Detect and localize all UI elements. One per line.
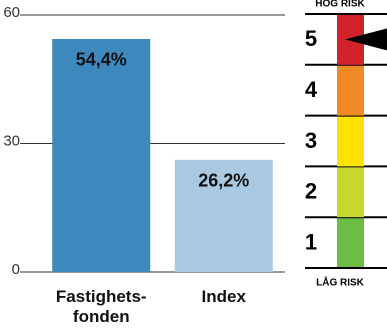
y-tick-label: 60 bbox=[3, 4, 20, 21]
y-tick-label: 0 bbox=[12, 261, 20, 278]
x-tick-label: Fastighets- fonden bbox=[55, 287, 147, 326]
bottom-label: LÅG RISK bbox=[316, 276, 365, 289]
risk-segment bbox=[337, 166, 364, 218]
y-tick-label: 30 bbox=[3, 132, 20, 149]
risk-level: 2 bbox=[305, 179, 317, 204]
value-label: 54,4% bbox=[76, 50, 127, 70]
risk-level: 4 bbox=[305, 77, 318, 102]
risk-level: 1 bbox=[305, 229, 317, 254]
risk-segment bbox=[337, 115, 364, 167]
risk-level: 5 bbox=[305, 26, 317, 51]
value-label: 26,2% bbox=[198, 171, 249, 191]
bar bbox=[174, 159, 273, 272]
x-tick-label: Index bbox=[201, 287, 246, 306]
risk-segment bbox=[337, 64, 364, 116]
bar bbox=[52, 38, 151, 273]
risk-segment bbox=[337, 217, 364, 268]
risk-level: 3 bbox=[305, 128, 317, 153]
risk-arrow bbox=[345, 28, 387, 51]
top-label: HÖG RISK bbox=[315, 0, 365, 10]
